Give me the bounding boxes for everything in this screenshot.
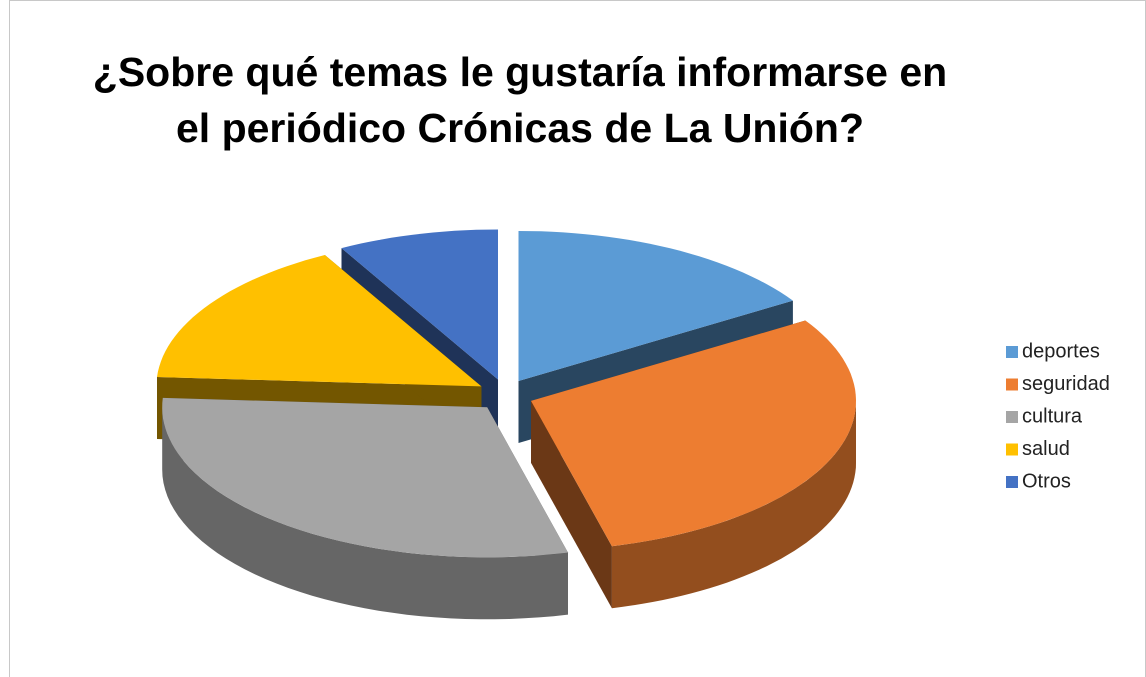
legend-label: seguridad bbox=[1022, 373, 1110, 395]
legend-swatch bbox=[1006, 378, 1018, 391]
slice bbox=[341, 229, 498, 380]
legend-label: deportes bbox=[1022, 340, 1100, 362]
legend-swatch bbox=[1006, 346, 1018, 358]
slice bbox=[518, 231, 793, 381]
slice-group bbox=[162, 397, 568, 620]
slice bbox=[531, 320, 856, 547]
legend-swatch bbox=[1006, 476, 1018, 488]
slice-side bbox=[611, 400, 856, 609]
legend-label: Otros bbox=[1022, 470, 1071, 492]
chart-title: el periódico Crónicas de La Unión? bbox=[176, 105, 864, 151]
slice bbox=[162, 397, 568, 558]
legend-label: cultura bbox=[1022, 405, 1083, 427]
legend-swatch bbox=[1006, 411, 1018, 423]
slice-group bbox=[531, 320, 856, 609]
slice bbox=[157, 255, 482, 387]
slice-side bbox=[162, 407, 568, 620]
legend-swatch bbox=[1006, 443, 1018, 456]
slice-wall bbox=[531, 400, 612, 609]
pie bbox=[157, 229, 856, 620]
chart-title: ¿Sobre qué temas le gustaría informarse … bbox=[93, 49, 947, 95]
legend-label: salud bbox=[1022, 438, 1070, 460]
